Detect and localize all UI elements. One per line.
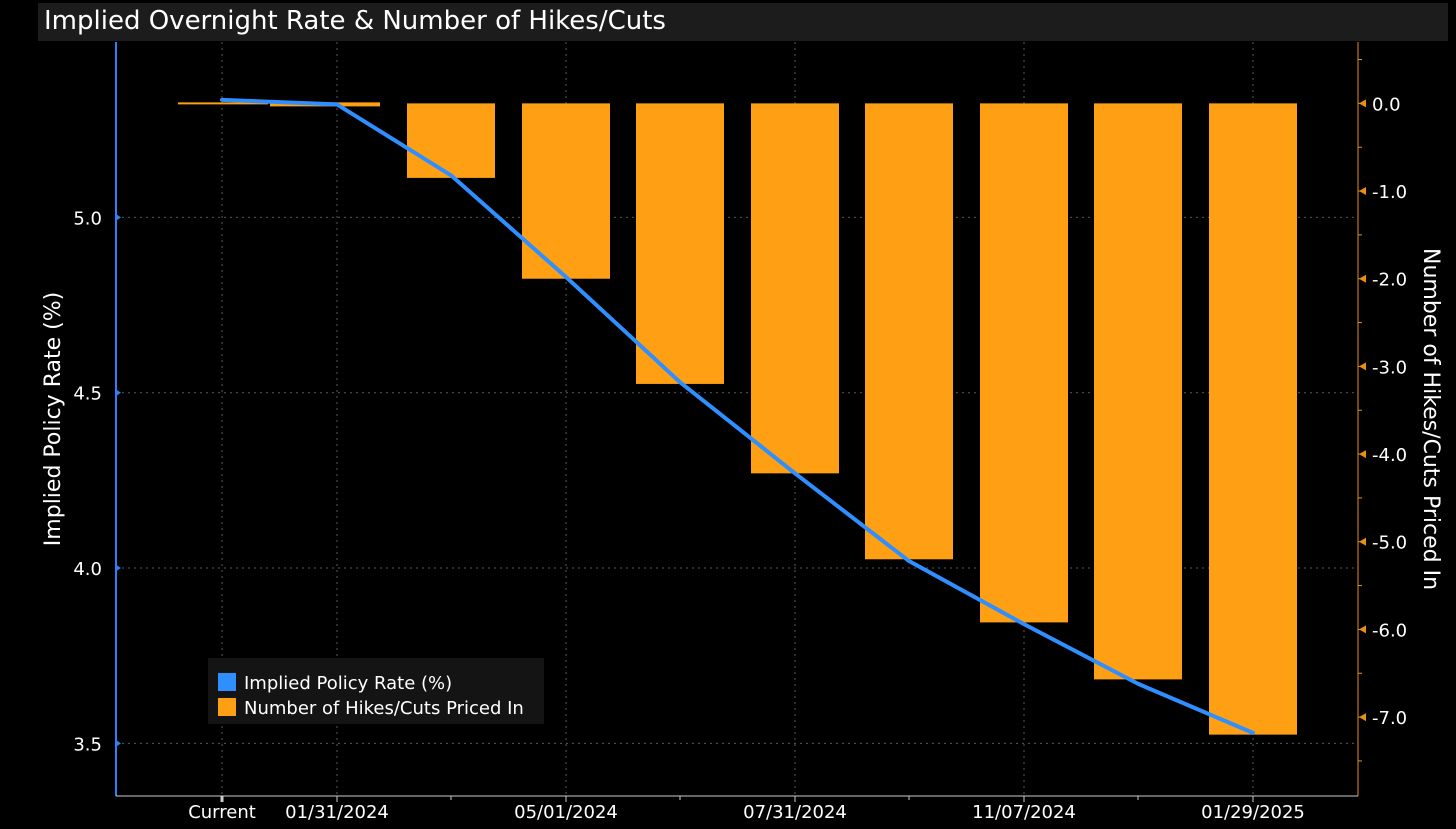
bar: [407, 103, 495, 178]
left-tick-label: 3.5: [73, 734, 102, 755]
right-tick-label: -4.0: [1372, 445, 1407, 466]
right-tick-label: -3.0: [1372, 357, 1407, 378]
right-tick-marker: [1359, 187, 1366, 196]
left-tick-marker: [115, 564, 121, 573]
left-tick-label: 5.0: [73, 208, 102, 229]
left-tick-marker: [115, 388, 121, 397]
bar: [751, 103, 839, 474]
right-tick-label: -2.0: [1372, 270, 1407, 291]
right-tick-marker: [1359, 274, 1366, 283]
right-tick-label: -1.0: [1372, 182, 1407, 203]
x-tick-label: 01/29/2025: [1201, 802, 1305, 823]
bar: [865, 103, 953, 560]
x-tick-label: 01/31/2024: [285, 802, 389, 823]
right-tick-label: -5.0: [1372, 533, 1407, 554]
bar-layer: [178, 102, 1297, 735]
bar: [636, 103, 724, 384]
x-tick-label: 11/07/2024: [972, 802, 1076, 823]
x-tick-label: Current: [188, 802, 256, 823]
title-bar: Implied Overnight Rate & Number of Hikes…: [38, 3, 1448, 41]
left-tick-marker: [115, 213, 121, 222]
right-tick-label: -6.0: [1372, 620, 1407, 641]
legend-swatch: [218, 698, 236, 716]
right-axis-label: Number of Hikes/Cuts Priced In: [1418, 248, 1443, 590]
right-tick-label: -7.0: [1372, 708, 1407, 729]
x-tick-label: 05/01/2024: [514, 802, 618, 823]
legend: Implied Policy Rate (%) Number of Hikes/C…: [208, 658, 544, 724]
right-tick-marker: [1359, 362, 1366, 371]
series-line: [220, 97, 1255, 735]
bar: [178, 102, 268, 105]
right-tick-marker: [1359, 99, 1366, 108]
legend-box: [208, 658, 544, 724]
right-tick-marker: [1359, 537, 1366, 546]
right-tick-marker: [1359, 450, 1366, 459]
left-axis-label: Implied Policy Rate (%): [41, 292, 66, 546]
bar: [1094, 103, 1182, 680]
right-tick-marker: [1359, 713, 1366, 722]
line-layer: [220, 97, 1255, 735]
left-tick-label: 4.5: [73, 384, 102, 405]
axis-layer: 3.5 4.0 4.5 5.0 Implied Policy Rate (%) 0.0 -1…: [41, 42, 1443, 823]
right-tick-label: 0.0: [1372, 94, 1401, 115]
x-tick-label: 07/31/2024: [743, 802, 847, 823]
left-tick-label: 4.0: [73, 559, 102, 580]
right-tick-marker: [1359, 625, 1366, 634]
bar: [1209, 103, 1297, 735]
legend-label: Implied Policy Rate (%): [244, 673, 452, 694]
chart-title: Implied Overnight Rate & Number of Hikes…: [44, 6, 666, 36]
bar: [980, 103, 1068, 623]
legend-label: Number of Hikes/Cuts Priced In: [244, 698, 524, 719]
bar: [522, 103, 610, 279]
left-tick-marker: [115, 739, 121, 748]
legend-swatch: [218, 673, 236, 691]
